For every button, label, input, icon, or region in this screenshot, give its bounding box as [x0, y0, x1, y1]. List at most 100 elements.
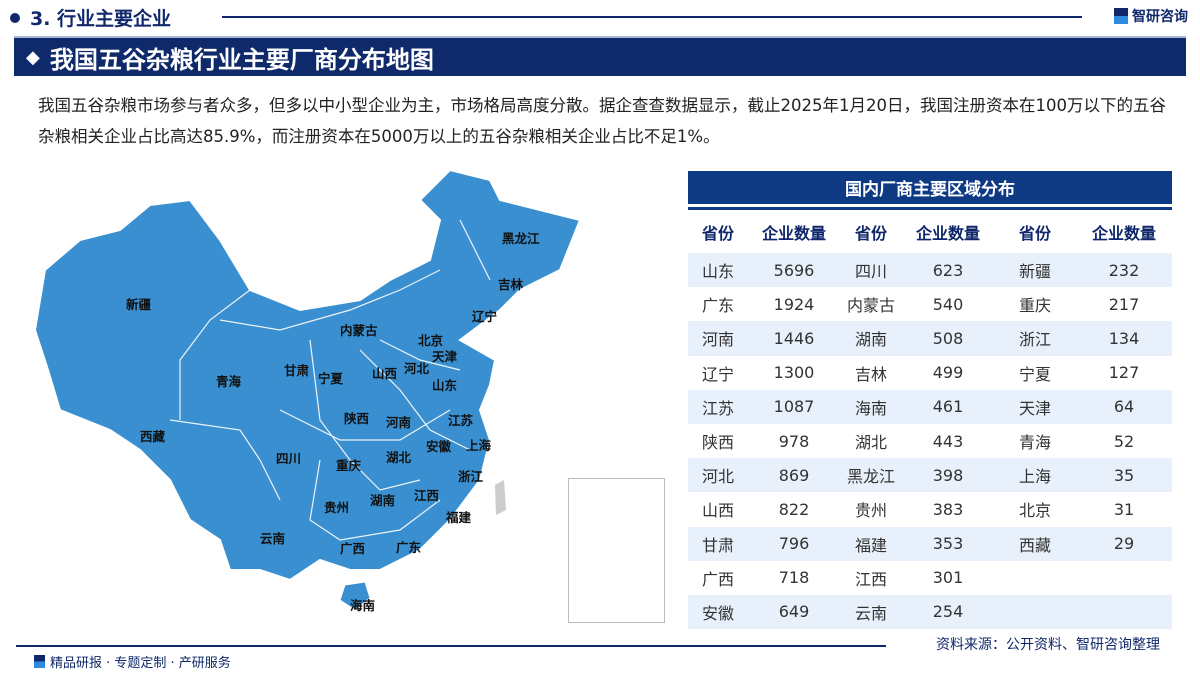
bullet-icon [10, 12, 20, 23]
count-cell: 1087 [773, 397, 815, 417]
map-label: 新疆 [126, 297, 152, 312]
table-row: 广西 718 江西 301 [688, 561, 1172, 595]
table-row: 山东 5696 四川 623 新疆 232 [688, 253, 1172, 288]
province-cell: 北京 [1018, 501, 1051, 521]
province-cell: 宁夏 [1018, 364, 1051, 384]
map-label: 辽宁 [472, 309, 498, 324]
section-title: 3. 行业主要企业 [30, 8, 172, 30]
province-cell: 甘肃 [701, 535, 734, 555]
map-label: 西藏 [140, 429, 166, 444]
map-label: 四川 [276, 451, 302, 466]
count-cell: 508 [932, 328, 964, 348]
map-label: 福建 [446, 510, 472, 525]
map-label: 贵州 [324, 500, 350, 515]
table-title: 国内厂商主要区域分布 [688, 171, 1172, 207]
province-cell: 辽宁 [701, 364, 734, 384]
map-label: 湖南 [370, 493, 396, 508]
count-cell: 461 [932, 397, 964, 417]
province-cell: 重庆 [1018, 296, 1051, 316]
map-label: 浙江 [458, 469, 484, 484]
province-cell: 河南 [701, 330, 734, 350]
province-cell: 湖南 [854, 330, 887, 350]
description: 我国五谷杂粮市场参与者众多，但多以中小型企业为主，市场格局高度分散。据企查查数据… [38, 96, 1166, 146]
province-cell: 山东 [701, 262, 734, 282]
map-label: 黑龙江 [502, 231, 540, 246]
count-cell: 1300 [773, 363, 815, 383]
map-label: 江西 [414, 488, 440, 503]
header-cell: 省份 [854, 224, 887, 243]
count-cell: 31 [1113, 499, 1135, 519]
map-shape [33, 168, 582, 611]
province-cell: 山西 [701, 501, 734, 521]
divider [222, 16, 1082, 18]
map-label: 宁夏 [318, 371, 344, 386]
china-map: 黑龙江 吉林 辽宁 新疆 内蒙古 北京 天津 河北 甘肃 宁夏 山西 山东 青海… [20, 160, 670, 630]
map-label: 陕西 [344, 411, 370, 426]
province-cell: 吉林 [854, 364, 887, 384]
count-cell: 35 [1113, 465, 1135, 485]
count-cell: 232 [1108, 260, 1140, 280]
mainland-shape [33, 168, 582, 582]
map-label: 内蒙古 [340, 323, 378, 338]
map-label: 湖北 [386, 450, 412, 465]
table-row: 江苏 1087 海南 461 天津 64 [688, 389, 1172, 424]
count-cell: 29 [1113, 534, 1135, 554]
count-cell: 623 [932, 260, 964, 280]
map-label: 北京 [418, 333, 444, 348]
province-cell: 新疆 [1018, 262, 1051, 282]
table-row: 辽宁 1300 吉林 499 宁夏 127 [688, 356, 1172, 390]
province-cell: 浙江 [1018, 330, 1051, 350]
province-cell: 上海 [1018, 467, 1051, 487]
table-row: 广东 1924 内蒙古 540 重庆 217 [688, 287, 1172, 321]
map-label: 山西 [372, 366, 398, 381]
count-cell: 1924 [773, 294, 815, 314]
header-cell: 企业数量 [761, 224, 826, 243]
logo-icon [34, 655, 45, 668]
table-row: 山西 822 贵州 383 北京 31 [688, 492, 1172, 526]
footer-divider [16, 645, 886, 647]
map-label: 山东 [432, 378, 458, 393]
taiwan-shape [495, 480, 506, 515]
province-cell: 河北 [701, 467, 734, 487]
count-cell: 127 [1108, 363, 1140, 383]
province-cell: 黑龙江 [846, 467, 895, 487]
map-label: 甘肃 [284, 363, 310, 378]
province-cell: 安徽 [701, 603, 734, 623]
page-title: 我国五谷杂粮行业主要厂商分布地图 [49, 45, 434, 74]
count-cell: 301 [932, 568, 964, 588]
province-cell: 江苏 [701, 398, 734, 418]
count-cell: 869 [778, 465, 810, 485]
count-cell: 1446 [773, 328, 815, 348]
province-cell: 云南 [854, 603, 887, 623]
logo-icon [1114, 8, 1128, 24]
map-label: 安徽 [426, 439, 452, 454]
province-cell: 江西 [854, 569, 887, 589]
map-label: 吉林 [498, 277, 524, 292]
province-cell: 天津 [1018, 398, 1051, 418]
header-cell: 企业数量 [915, 224, 980, 243]
footer: 精品研报 · 专题定制 · 产研服务 [34, 652, 231, 671]
province-cell: 广西 [701, 569, 734, 589]
province-cell: 贵州 [854, 501, 887, 521]
count-cell: 64 [1113, 397, 1135, 417]
count-cell: 254 [932, 602, 964, 622]
map-label: 海南 [350, 598, 376, 613]
map-label: 天津 [432, 349, 458, 364]
count-cell: 718 [778, 568, 810, 588]
header-cell: 省份 [701, 224, 734, 243]
map-label: 江苏 [448, 413, 474, 428]
count-cell: 540 [932, 294, 964, 314]
map-label: 青海 [216, 374, 242, 389]
count-cell: 134 [1108, 328, 1140, 348]
header-cell: 省份 [1018, 224, 1051, 243]
table-row: 陕西 978 湖北 443 青海 52 [688, 424, 1172, 458]
count-cell: 217 [1108, 294, 1140, 314]
count-cell: 822 [778, 499, 810, 519]
count-cell: 443 [932, 431, 964, 451]
count-cell: 5696 [773, 260, 815, 280]
map-label: 河南 [386, 415, 412, 430]
map-label: 上海 [466, 438, 492, 453]
province-cell: 青海 [1018, 433, 1051, 453]
map-label: 云南 [260, 531, 286, 546]
map-label: 广西 [340, 541, 366, 556]
